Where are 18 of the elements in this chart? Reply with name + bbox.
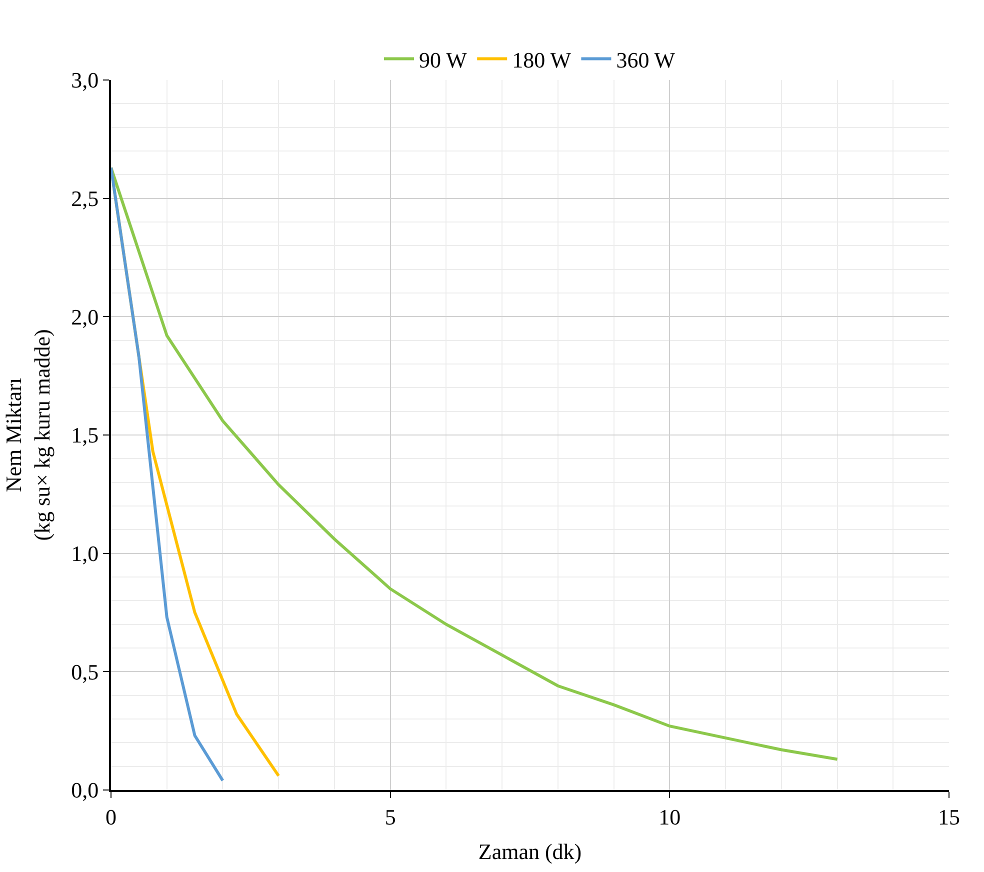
x-axis-title: Zaman (dk): [478, 838, 582, 864]
legend-label: 90 W: [419, 47, 468, 72]
y-tick-label: 0,0: [71, 778, 99, 803]
y-tick-label: 2,0: [71, 304, 99, 330]
legend-label: 360 W: [616, 47, 676, 72]
y-axis-title: Nem Miktarı (kg su× kg kuru madde): [0, 329, 54, 541]
line-series: [111, 166, 839, 761]
x-tick-label: 0: [106, 804, 116, 830]
y-tick-label: 3,0: [71, 68, 99, 93]
x-tick-label: 10: [658, 804, 681, 830]
x-tick-label: 5: [384, 804, 396, 830]
y-tick-label: 1,0: [71, 541, 99, 566]
y-tick-label: 1,5: [71, 422, 99, 448]
x-tick-label: 15: [938, 804, 960, 830]
y-tick-label: 0,5: [71, 659, 99, 684]
line-series: [111, 166, 224, 782]
legend-label: 180 W: [512, 47, 572, 72]
y-tick-label: 2,5: [71, 186, 99, 212]
